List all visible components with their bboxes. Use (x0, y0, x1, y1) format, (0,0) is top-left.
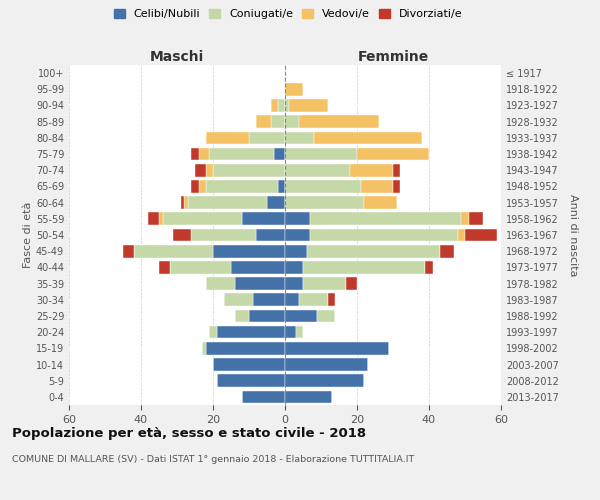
Bar (231, 261, 285, 274)
Bar (285, 99, 289, 112)
Text: Femmine: Femmine (358, 50, 428, 64)
Bar (299, 116, 379, 128)
Bar (285, 358, 368, 371)
Bar (285, 132, 314, 144)
Bar (285, 180, 361, 192)
Text: Popolazione per età, sesso e stato civile - 2018: Popolazione per età, sesso e stato civil… (12, 428, 366, 440)
Bar (285, 83, 303, 96)
Bar (346, 278, 357, 290)
Bar (285, 294, 299, 306)
Bar (317, 310, 335, 322)
Bar (303, 278, 346, 290)
Bar (213, 245, 285, 258)
Bar (256, 228, 285, 241)
Bar (328, 294, 335, 306)
Bar (303, 261, 425, 274)
Bar (285, 116, 299, 128)
Bar (393, 164, 400, 176)
Bar (469, 212, 483, 225)
Bar (181, 196, 184, 209)
Bar (440, 245, 454, 258)
Bar (206, 342, 285, 354)
Bar (461, 212, 469, 225)
Bar (350, 164, 393, 176)
Bar (285, 278, 303, 290)
Bar (285, 196, 364, 209)
Bar (285, 212, 310, 225)
Y-axis label: Anni di nascita: Anni di nascita (568, 194, 578, 276)
Bar (274, 148, 285, 160)
Bar (458, 228, 465, 241)
Bar (159, 212, 163, 225)
Bar (307, 245, 440, 258)
Text: Maschi: Maschi (150, 50, 204, 64)
Bar (159, 261, 170, 274)
Bar (465, 228, 497, 241)
Bar (213, 358, 285, 371)
Bar (148, 212, 159, 225)
Bar (209, 148, 274, 160)
Bar (191, 148, 199, 160)
Bar (249, 310, 285, 322)
Bar (195, 164, 206, 176)
Bar (285, 245, 307, 258)
Bar (242, 212, 285, 225)
Bar (285, 390, 332, 403)
Bar (184, 196, 188, 209)
Bar (289, 99, 328, 112)
Bar (217, 374, 285, 387)
Bar (188, 196, 267, 209)
Bar (191, 228, 256, 241)
Bar (199, 180, 206, 192)
Bar (285, 342, 389, 354)
Bar (285, 164, 350, 176)
Bar (199, 148, 209, 160)
Bar (314, 132, 422, 144)
Bar (285, 310, 317, 322)
Bar (361, 180, 393, 192)
Bar (134, 245, 213, 258)
Bar (163, 212, 242, 225)
Bar (202, 342, 206, 354)
Legend: Celibi/Nubili, Coniugati/e, Vedovi/e, Divorziati/e: Celibi/Nubili, Coniugati/e, Vedovi/e, Di… (110, 6, 466, 22)
Text: COMUNE DI MALLARE (SV) - Dati ISTAT 1° gennaio 2018 - Elaborazione TUTTITALIA.IT: COMUNE DI MALLARE (SV) - Dati ISTAT 1° g… (12, 455, 414, 464)
Bar (296, 326, 303, 338)
Bar (285, 326, 296, 338)
Bar (425, 261, 433, 274)
Bar (364, 196, 397, 209)
Bar (206, 132, 249, 144)
Bar (123, 245, 134, 258)
Bar (285, 374, 364, 387)
Bar (278, 99, 285, 112)
Bar (256, 116, 271, 128)
Bar (235, 310, 249, 322)
Bar (393, 180, 400, 192)
Bar (206, 180, 278, 192)
Bar (285, 261, 303, 274)
Bar (191, 180, 199, 192)
Bar (217, 326, 285, 338)
Bar (357, 148, 429, 160)
Bar (278, 180, 285, 192)
Bar (271, 116, 285, 128)
Bar (224, 294, 253, 306)
Bar (310, 228, 458, 241)
Y-axis label: Fasce di età: Fasce di età (23, 202, 33, 268)
Bar (267, 196, 285, 209)
Bar (173, 228, 191, 241)
Bar (206, 164, 213, 176)
Bar (285, 148, 357, 160)
Bar (209, 326, 217, 338)
Bar (285, 228, 310, 241)
Bar (170, 261, 231, 274)
Bar (213, 164, 285, 176)
Bar (299, 294, 328, 306)
Bar (271, 99, 278, 112)
Bar (242, 390, 285, 403)
Bar (253, 294, 285, 306)
Bar (249, 132, 285, 144)
Bar (310, 212, 461, 225)
Bar (235, 278, 285, 290)
Bar (206, 278, 235, 290)
